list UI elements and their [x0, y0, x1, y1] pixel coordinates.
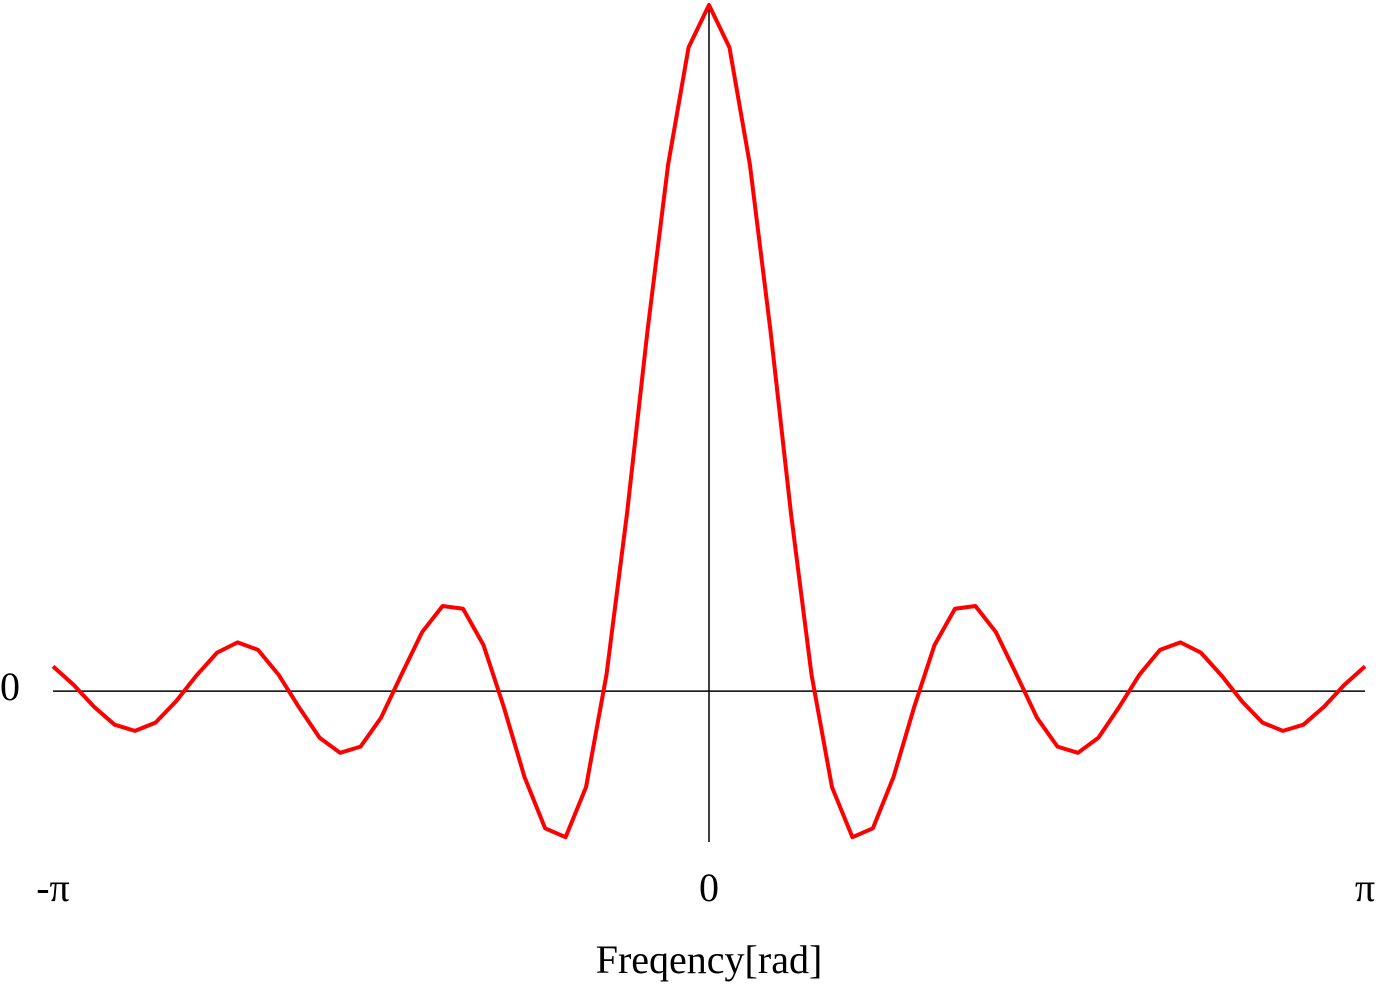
x-tick-label: π [1355, 865, 1375, 910]
x-axis-label: Freqency[rad] [596, 937, 823, 982]
line-series [51, 3, 1367, 840]
x-tick-label: -π [36, 865, 70, 910]
y-tick-label: 0 [0, 664, 20, 709]
x-tick-label: 0 [699, 865, 719, 910]
